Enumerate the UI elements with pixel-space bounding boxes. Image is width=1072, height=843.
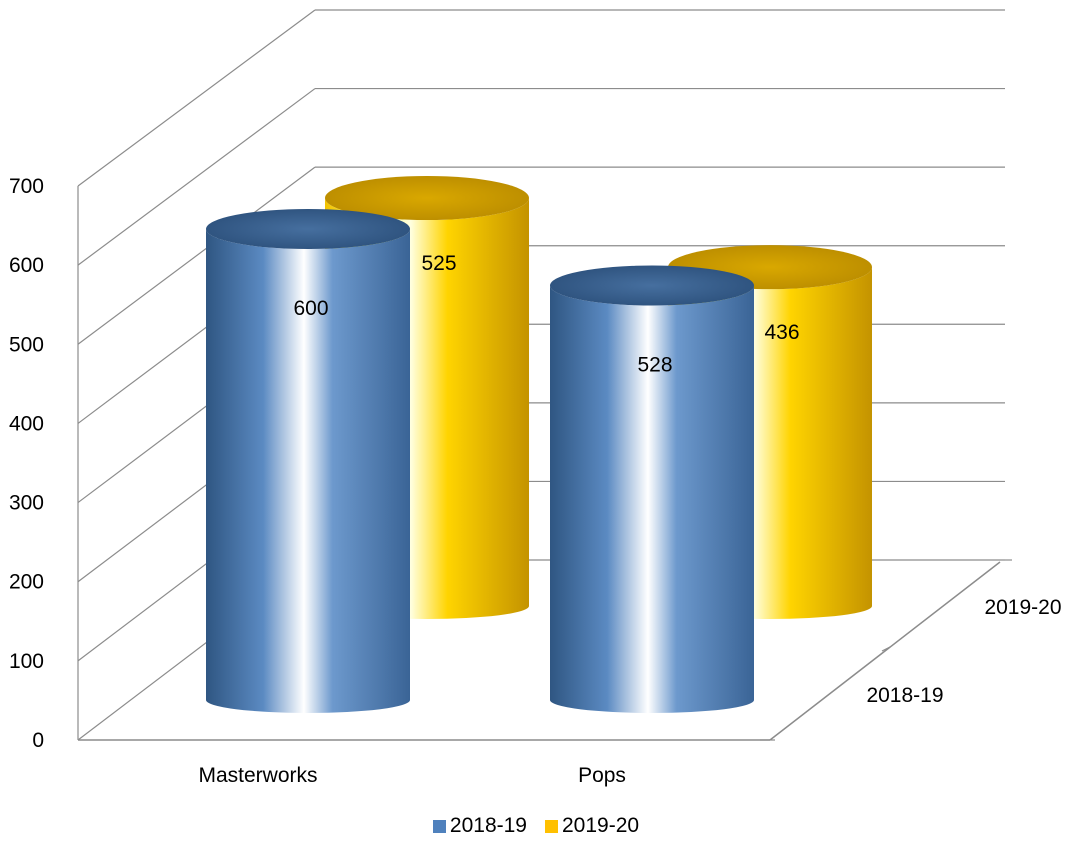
bar-cylinder — [206, 209, 410, 713]
legend-label-series-2: 2019-20 — [562, 814, 640, 837]
bars-layer — [206, 176, 872, 713]
data-label: 525 — [421, 252, 456, 275]
data-label: 600 — [293, 297, 328, 320]
labels-layer: 0 100 200 300 400 500 600 700 525 436 600 528 Master… — [9, 175, 1062, 787]
gridline-side — [77, 88, 316, 266]
x-category-label: Masterworks — [198, 764, 317, 787]
legend-item-series-1: 2018-19 — [432, 814, 527, 838]
gridline-side — [77, 9, 316, 187]
y-tick-label: 300 — [9, 492, 44, 515]
y-tick-label: 100 — [9, 650, 44, 673]
y-tick-label: 200 — [9, 571, 44, 594]
y-tick-label: 600 — [9, 254, 44, 277]
gridline-side — [77, 166, 316, 345]
legend-swatch-series-2 — [545, 819, 558, 833]
bar-cylinder-top — [550, 265, 754, 306]
bar-cylinder-body — [550, 285, 754, 713]
y-tick-label: 400 — [9, 412, 44, 435]
data-label: 436 — [764, 321, 799, 344]
floor-right-edge — [769, 561, 1001, 741]
bar-cylinder — [550, 265, 754, 713]
depth-axis-label: 2019-20 — [984, 596, 1061, 619]
legend-item-series-2: 2019-20 — [545, 814, 639, 838]
x-category-label: Pops — [578, 764, 626, 787]
depth-tick — [881, 646, 891, 652]
y-tick-label: 500 — [9, 333, 44, 356]
y-tick-label: 700 — [9, 175, 44, 198]
legend-swatch-series-1 — [432, 819, 446, 833]
legend-label-series-1: 2018-19 — [449, 814, 527, 837]
bar-cylinder-top — [325, 176, 529, 220]
depth-axis-label: 2018-19 — [866, 684, 943, 707]
data-label: 528 — [637, 354, 672, 377]
legend: 2018-19 2019-20 — [0, 814, 1072, 838]
bar-cylinder-top — [206, 209, 410, 249]
bar-cylinder-body — [206, 229, 410, 713]
y-tick-label: 0 — [32, 729, 44, 752]
axes-layer — [77, 9, 1012, 741]
